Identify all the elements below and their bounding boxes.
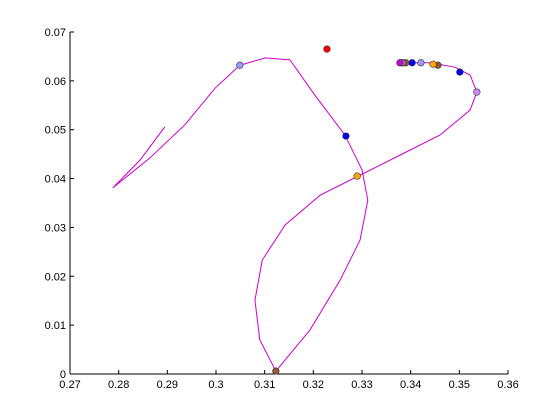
x-tick-label: 0.3: [208, 379, 223, 391]
x-tick-label: 0.33: [351, 379, 372, 391]
point: [456, 68, 464, 76]
x-tick-label: 0.31: [254, 379, 275, 391]
y-tick-label: 0.05: [45, 125, 66, 137]
x-tick-label: 0.27: [59, 379, 80, 391]
point: [353, 172, 361, 180]
y-tick-label: 0: [60, 369, 66, 381]
y-tick-label: 0.06: [45, 76, 66, 88]
y-tick-label: 0.01: [45, 320, 66, 332]
x-tick-label: 0.34: [400, 379, 421, 391]
point: [236, 61, 244, 69]
y-tick-label: 0.03: [45, 222, 66, 234]
point: [417, 59, 425, 67]
x-tick-label: 0.35: [449, 379, 470, 391]
point: [396, 59, 404, 67]
y-tick-label: 0.04: [45, 174, 66, 186]
x-tick-label: 0.29: [157, 379, 178, 391]
point: [429, 60, 437, 68]
y-tick-label: 0.02: [45, 271, 66, 283]
x-tick-label: 0.36: [497, 379, 518, 391]
curve: [112, 57, 478, 372]
y-tick-label: 0.07: [45, 27, 66, 39]
x-tick-label: 0.32: [303, 379, 324, 391]
point: [342, 132, 350, 140]
point: [473, 88, 481, 96]
point: [408, 59, 416, 67]
point: [272, 367, 280, 375]
x-tick-label: 0.28: [108, 379, 129, 391]
point: [323, 45, 331, 53]
